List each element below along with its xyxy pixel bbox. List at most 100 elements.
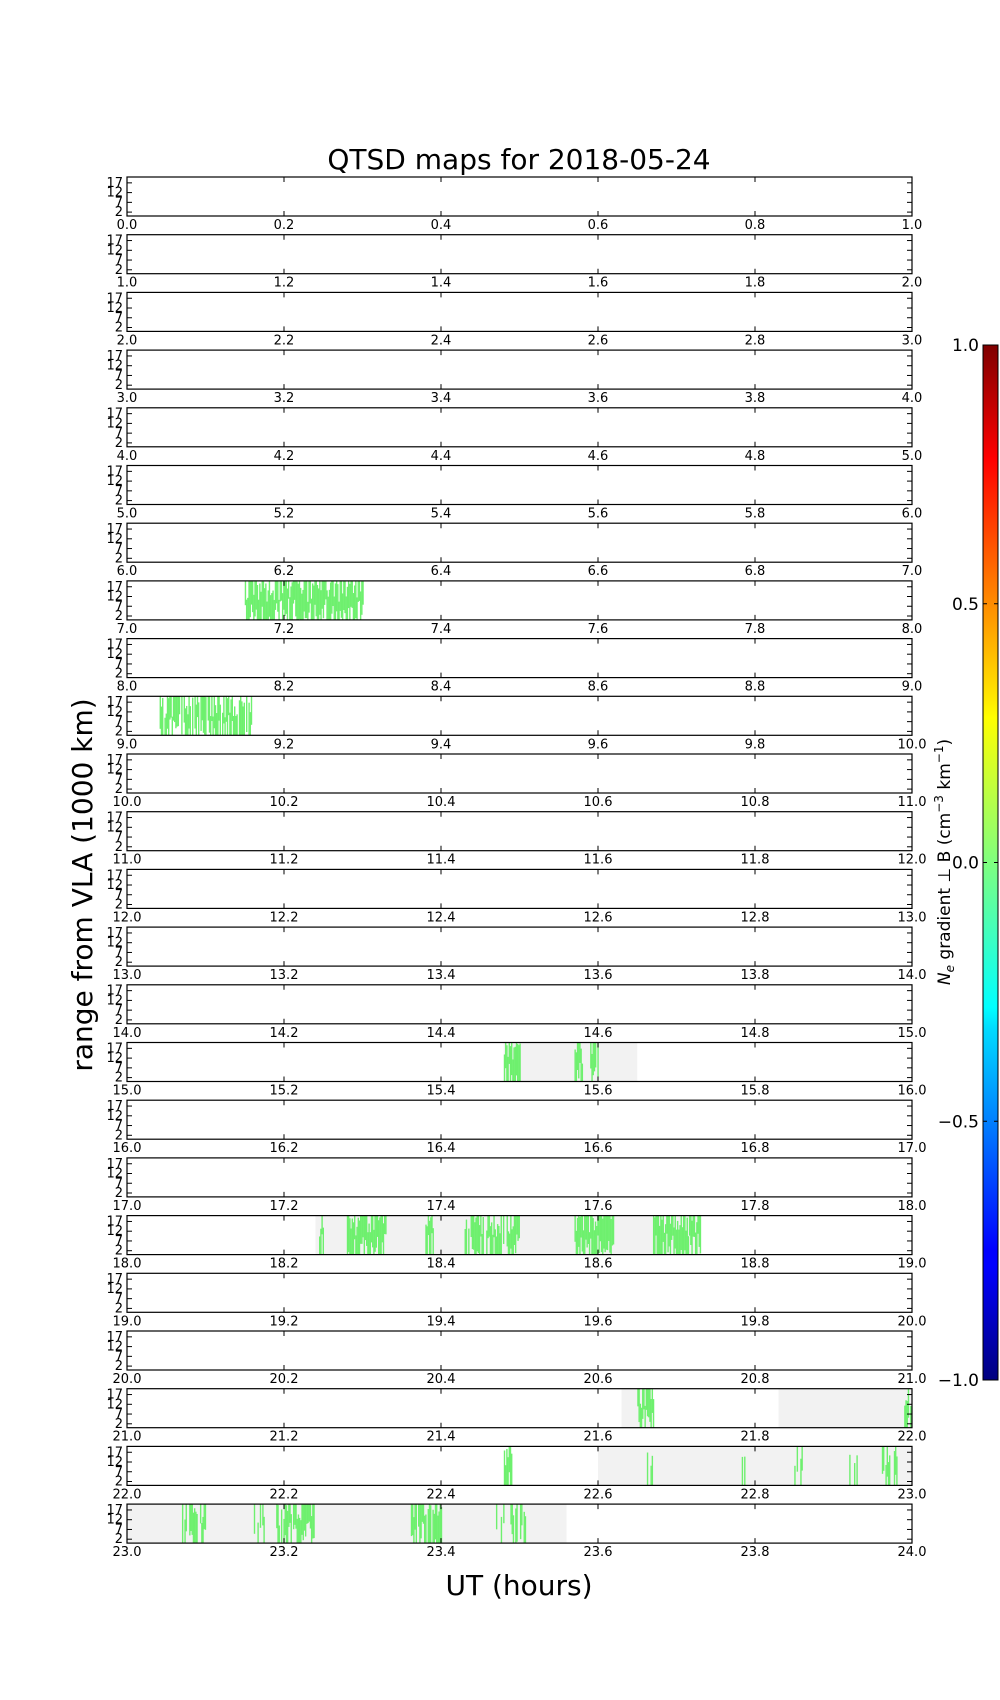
x-tick-label: 16.0	[113, 1141, 142, 1156]
gradient-streak	[346, 1215, 349, 1255]
x-tick-label: 1.0	[117, 276, 138, 291]
panel-frame	[126, 522, 913, 563]
x-tick-label: 24.0	[898, 1545, 927, 1560]
y-tick-label: 17	[106, 637, 123, 652]
gradient-streak	[285, 1505, 288, 1544]
colorbar-label-exp1: −3	[932, 795, 946, 813]
gradient-streak	[297, 583, 299, 620]
gradient-streak	[438, 1511, 440, 1544]
gradient-streak	[427, 1215, 430, 1236]
x-tick-label: 2.6	[588, 333, 609, 348]
gradient-streak	[579, 1216, 581, 1255]
gradient-streak	[379, 1217, 381, 1255]
gradient-streak	[478, 1225, 481, 1255]
gradient-streak	[373, 1229, 375, 1255]
x-tick-label: 20.2	[270, 1372, 299, 1387]
gradient-streak	[514, 1046, 516, 1082]
x-tick-label: 19.8	[741, 1314, 770, 1329]
gradient-streak	[259, 583, 261, 620]
gradient-streak	[236, 714, 238, 736]
x-tick-label: 5.2	[274, 507, 295, 522]
gradient-streak	[519, 1043, 521, 1082]
gradient-streak	[597, 1215, 599, 1236]
y-tick-label: 2	[115, 321, 123, 336]
gradient-streak	[481, 1233, 483, 1255]
gradient-streak	[313, 1504, 315, 1539]
colorbar-label-main: N	[935, 972, 955, 985]
gradient-streak	[208, 696, 211, 733]
x-tick-label: 1.0	[902, 218, 923, 233]
gradient-streak	[432, 1509, 434, 1544]
x-tick-label: 19.0	[113, 1314, 142, 1329]
y-tick-label: 7	[115, 1003, 123, 1018]
y-tick-label: 7	[115, 1234, 123, 1249]
gradient-streak	[164, 717, 166, 736]
gradient-streak	[593, 1042, 596, 1072]
gradient-streak	[663, 1232, 666, 1255]
y-tick-label: 7	[115, 1061, 123, 1076]
gradient-streak	[502, 1215, 505, 1244]
gradient-streak	[263, 588, 266, 620]
gradient-streak	[600, 1215, 603, 1253]
gradient-streak	[308, 1504, 310, 1522]
gradient-streak	[487, 1215, 489, 1239]
gradient-streak	[476, 1215, 478, 1252]
y-tick-label: 17	[106, 1214, 123, 1229]
colorbar-tick-label: 0.5	[952, 595, 979, 615]
gradient-streak	[581, 1215, 584, 1252]
gradient-streak	[380, 1215, 382, 1255]
gradient-streak	[433, 1513, 435, 1544]
gradient-streak	[283, 580, 285, 610]
gradient-streak	[286, 1510, 289, 1544]
x-tick-label: 20.0	[113, 1372, 142, 1387]
gradient-streak	[242, 706, 244, 736]
gradient-streak	[420, 1504, 422, 1539]
gradient-streak	[281, 593, 284, 620]
gradient-band	[253, 1504, 265, 1544]
gradient-band	[410, 1504, 443, 1544]
gradient-streak	[382, 1223, 385, 1255]
x-tick-label: 15.8	[741, 1084, 770, 1099]
x-tick-label: 10.0	[898, 737, 927, 752]
y-tick-label: 17	[106, 1445, 123, 1460]
gradient-streak	[328, 589, 331, 620]
colorbar: 1.0 0.5 0.0 −0.5 −1.0 Ne gradient ⊥ B (cm−3 …	[932, 336, 999, 1391]
x-tick-label: 14.2	[270, 1026, 299, 1041]
gradient-streak	[243, 702, 245, 736]
gradient-streak	[493, 1215, 495, 1238]
gradient-streak	[513, 1047, 515, 1082]
y-tick-label: 12	[106, 878, 123, 893]
gradient-band	[244, 580, 364, 620]
gradient-streak	[657, 1215, 660, 1255]
gradient-streak	[660, 1215, 662, 1255]
x-tick-label: 9.2	[274, 737, 295, 752]
y-tick-label: 12	[106, 1167, 123, 1182]
gradient-streak	[312, 1504, 314, 1539]
x-tick-label: 11.6	[584, 853, 613, 868]
x-tick-label: 18.4	[427, 1257, 456, 1272]
gradient-streak	[232, 715, 235, 736]
x-tick-label: 7.4	[431, 622, 452, 637]
gradient-streak	[307, 1504, 309, 1524]
gradient-streak	[593, 1230, 596, 1255]
chart-title: QTSD maps for 2018-05-24	[327, 143, 710, 176]
gradient-streak	[255, 580, 257, 610]
gradient-streak	[181, 1504, 184, 1544]
gradient-streak	[696, 1222, 698, 1255]
x-tick-label: 21.0	[898, 1372, 927, 1387]
y-tick-label: 7	[115, 1522, 123, 1537]
colorbar-label-end: )	[935, 739, 955, 746]
y-tick-label: 12	[106, 243, 123, 258]
gradient-streak	[437, 1515, 439, 1544]
x-tick-label: 22.2	[270, 1487, 299, 1502]
gradient-streak	[253, 1504, 256, 1534]
y-tick-label: 7	[115, 368, 123, 383]
gradient-streak	[288, 1504, 290, 1527]
x-tick-label: 18.8	[741, 1257, 770, 1272]
x-tick-label: 15.0	[113, 1084, 142, 1099]
panel-frame	[126, 811, 913, 852]
gradient-streak	[675, 1229, 678, 1255]
gradient-streak	[910, 1405, 912, 1428]
